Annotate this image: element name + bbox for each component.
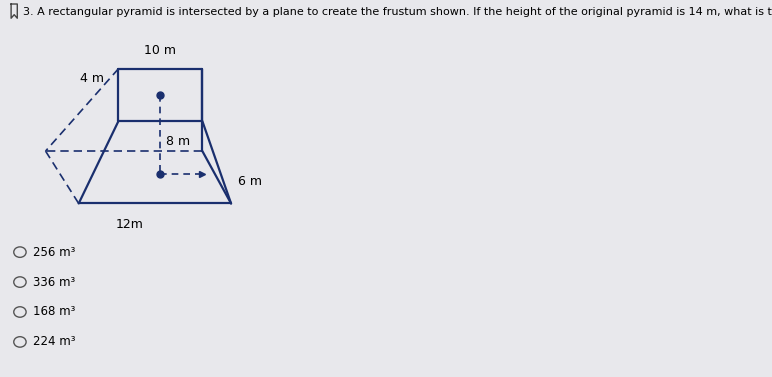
Text: 3. A rectangular pyramid is intersected by a plane to create the frustum shown. : 3. A rectangular pyramid is intersected … xyxy=(22,7,772,17)
Text: 224 m³: 224 m³ xyxy=(32,336,75,348)
Text: 8 m: 8 m xyxy=(166,135,190,148)
Text: 6 m: 6 m xyxy=(238,175,262,187)
Text: 256 m³: 256 m³ xyxy=(32,246,75,259)
Text: 336 m³: 336 m³ xyxy=(32,276,75,288)
Text: 4 m: 4 m xyxy=(80,72,104,84)
Text: 168 m³: 168 m³ xyxy=(32,305,75,319)
Text: 12m: 12m xyxy=(116,218,144,231)
Text: 10 m: 10 m xyxy=(144,43,176,57)
